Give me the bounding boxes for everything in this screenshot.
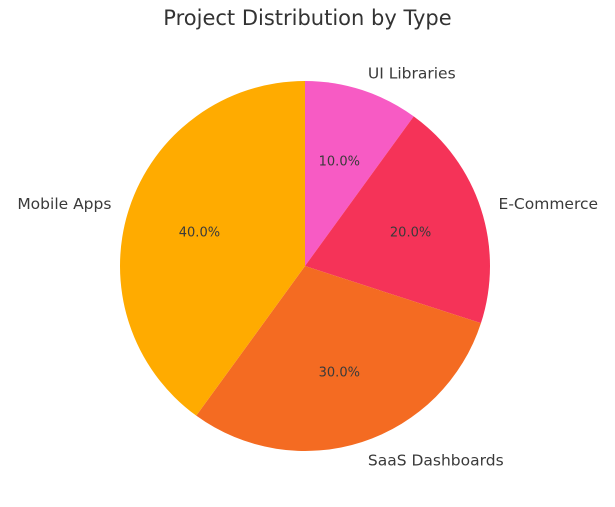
- slice-percent-label: 30.0%: [319, 366, 360, 381]
- pie-slice-mobile-apps: [119, 81, 306, 416]
- slice-category-label: UI Libraries: [368, 64, 456, 82]
- pie-slice-saas-dashboards: [196, 266, 481, 451]
- pie-slice-ui-libraries: [305, 81, 414, 266]
- slice-category-label: Mobile Apps: [17, 195, 111, 213]
- slice-percent-label: 20.0%: [390, 226, 431, 241]
- pie-slice-e-commerce: [305, 116, 490, 324]
- slice-percent-label: 10.0%: [319, 154, 360, 169]
- slice-percent-label: 40.0%: [179, 226, 220, 241]
- slice-category-label: E-Commerce: [499, 195, 599, 213]
- chart-title: Project Distribution by Type: [163, 6, 452, 30]
- slice-category-label: SaaS Dashboards: [368, 452, 504, 470]
